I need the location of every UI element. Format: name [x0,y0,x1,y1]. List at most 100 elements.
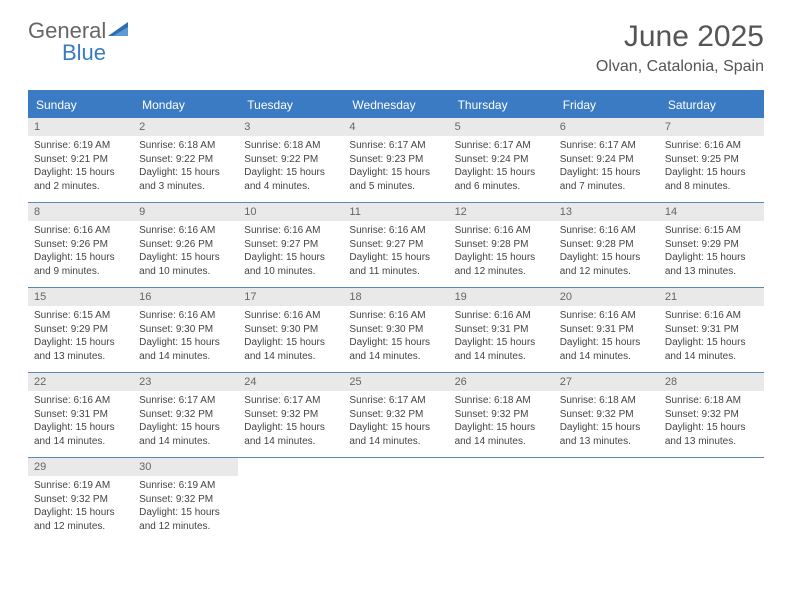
day-info-line: Sunrise: 6:16 AM [34,394,127,408]
day-number: 15 [28,288,133,306]
calendar-cell-empty [449,458,554,542]
day-number: 12 [449,203,554,221]
day-info-line: and 14 minutes. [34,435,127,449]
day-number: 21 [659,288,764,306]
day-info-line: and 12 minutes. [139,520,232,534]
day-header: Sunday [28,92,133,118]
day-info-line: Daylight: 15 hours [139,166,232,180]
day-info-line: Daylight: 15 hours [665,166,758,180]
day-info-line: and 11 minutes. [349,265,442,279]
day-info-line: Sunset: 9:27 PM [244,238,337,252]
day-info-line: and 3 minutes. [139,180,232,194]
day-number: 17 [238,288,343,306]
day-info-line: Sunrise: 6:15 AM [665,224,758,238]
day-number: 29 [28,458,133,476]
logo-triangle-icon [108,22,132,42]
calendar-cell: 19 Sunrise: 6:16 AMSunset: 9:31 PMDayligh… [449,288,554,372]
day-number: 13 [554,203,659,221]
day-info-line: Daylight: 15 hours [665,251,758,265]
calendar-cell: 24Sunrise: 6:17 AMSunset: 9:32 PMDayligh… [238,373,343,457]
day-info-line: Sunrise: 6:18 AM [244,139,337,153]
calendar-cell: 5Sunrise: 6:17 AMSunset: 9:24 PMDaylight… [449,118,554,202]
calendar-cell: 25Sunrise: 6:17 AMSunset: 9:32 PMDayligh… [343,373,448,457]
day-info-line: Sunrise: 6:18 AM [665,394,758,408]
day-info-line: and 13 minutes. [665,265,758,279]
calendar-cell: 28Sunrise: 6:18 AMSunset: 9:32 PMDayligh… [659,373,764,457]
day-number: 20 [554,288,659,306]
day-info-line: Daylight: 15 hours [139,506,232,520]
page-title: June 2025 [596,20,764,54]
day-info-line: Daylight: 15 hours [139,251,232,265]
day-info-line: and 14 minutes. [560,350,653,364]
day-info-line: Sunrise: 6:19 AM [34,479,127,493]
day-info-line: Daylight: 15 hours [244,421,337,435]
calendar-cell: 23Sunrise: 6:17 AMSunset: 9:32 PMDayligh… [133,373,238,457]
day-info-line: Sunset: 9:28 PM [560,238,653,252]
day-info-line: and 14 minutes. [244,350,337,364]
day-info-line: and 12 minutes. [34,520,127,534]
day-info-line: Sunset: 9:30 PM [349,323,442,337]
day-header: Wednesday [343,92,448,118]
day-info-line: Sunset: 9:29 PM [34,323,127,337]
day-info-line: Sunset: 9:27 PM [349,238,442,252]
day-number: 5 [449,118,554,136]
day-number: 19 [449,288,554,306]
calendar-cell: 29Sunrise: 6:19 AMSunset: 9:32 PMDayligh… [28,458,133,542]
day-number: 26 [449,373,554,391]
day-info-line: and 7 minutes. [560,180,653,194]
day-info-line: Daylight: 15 hours [34,336,127,350]
day-number: 14 [659,203,764,221]
day-info-line: and 12 minutes. [560,265,653,279]
day-info-line: Sunset: 9:28 PM [455,238,548,252]
header: GeneralBlue June 2025 Olvan, Catalonia, … [28,20,764,76]
day-number: 30 [133,458,238,476]
calendar-cell: 12Sunrise: 6:16 AMSunset: 9:28 PMDayligh… [449,203,554,287]
calendar-cell-empty [554,458,659,542]
day-info-line: and 10 minutes. [244,265,337,279]
day-info-line: and 13 minutes. [560,435,653,449]
day-number: 10 [238,203,343,221]
day-info-line: and 2 minutes. [34,180,127,194]
day-number: 7 [659,118,764,136]
day-info-line: Sunset: 9:24 PM [455,153,548,167]
day-info-line: Daylight: 15 hours [455,336,548,350]
day-info-line: and 14 minutes. [349,435,442,449]
day-info-line: and 14 minutes. [455,435,548,449]
day-info-line: and 5 minutes. [349,180,442,194]
day-info-line: Sunrise: 6:19 AM [139,479,232,493]
day-info-line: Sunset: 9:31 PM [455,323,548,337]
day-info-line: Sunrise: 6:16 AM [349,309,442,323]
day-info-line: Daylight: 15 hours [349,421,442,435]
calendar-cell: 20Sunrise: 6:16 AMSunset: 9:31 PMDayligh… [554,288,659,372]
day-info-line: Sunrise: 6:17 AM [244,394,337,408]
day-info-line: Sunset: 9:32 PM [34,493,127,507]
day-info-line: Sunrise: 6:16 AM [34,224,127,238]
day-info-line: and 14 minutes. [349,350,442,364]
day-info-line: Daylight: 15 hours [665,421,758,435]
day-header: Thursday [449,92,554,118]
location-text: Olvan, Catalonia, Spain [596,58,764,76]
logo-text-blue: Blue [28,40,106,65]
logo: GeneralBlue [28,20,132,64]
day-info-line: Sunset: 9:31 PM [560,323,653,337]
calendar-cell: 27Sunrise: 6:18 AMSunset: 9:32 PMDayligh… [554,373,659,457]
day-info-line: and 9 minutes. [34,265,127,279]
day-info-line: Sunset: 9:32 PM [139,408,232,422]
day-info-line: Daylight: 15 hours [349,251,442,265]
day-info-line: Sunrise: 6:18 AM [455,394,548,408]
day-info-line: Daylight: 15 hours [139,336,232,350]
day-info-line: Daylight: 15 hours [244,251,337,265]
day-info-line: Sunset: 9:26 PM [34,238,127,252]
day-info-line: and 4 minutes. [244,180,337,194]
day-number: 11 [343,203,448,221]
day-header: Monday [133,92,238,118]
day-info-line: and 14 minutes. [244,435,337,449]
day-info-line: Daylight: 15 hours [560,336,653,350]
day-info-line: Daylight: 15 hours [244,166,337,180]
day-info-line: Sunrise: 6:16 AM [455,309,548,323]
day-info-line: Sunrise: 6:17 AM [560,139,653,153]
day-info-line: Sunrise: 6:16 AM [665,309,758,323]
calendar-grid: SundayMondayTuesdayWednesdayThursdayFrid… [28,90,764,542]
calendar-cell: 21Sunrise: 6:16 AMSunset: 9:31 PMDayligh… [659,288,764,372]
calendar-cell: 2Sunrise: 6:18 AMSunset: 9:22 PMDaylight… [133,118,238,202]
